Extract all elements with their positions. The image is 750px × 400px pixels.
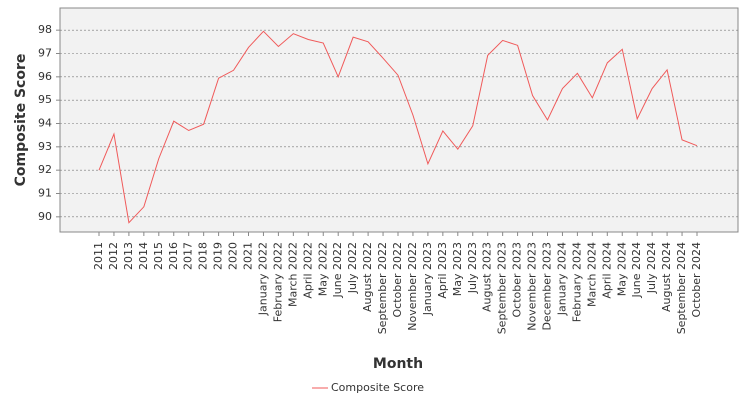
x-tick-label: June 2022 — [331, 242, 344, 298]
y-tick-label: 94 — [38, 117, 52, 130]
x-tick-label: 2015 — [152, 242, 165, 270]
x-tick-label: August 2023 — [481, 242, 494, 312]
y-tick-label: 91 — [38, 187, 52, 200]
x-tick-label: 2012 — [107, 242, 120, 270]
x-tick-label: April 2022 — [301, 242, 314, 299]
x-tick-label: 2019 — [212, 242, 225, 270]
x-tick-label: July 2022 — [346, 242, 359, 294]
y-axis-title: Composite Score — [13, 54, 29, 187]
x-tick-label: 2011 — [92, 242, 105, 270]
x-tick-label: May 2023 — [451, 242, 464, 296]
x-tick-label: December 2023 — [541, 242, 554, 331]
x-tick-label: February 2022 — [271, 242, 284, 322]
x-tick-label: July 2024 — [645, 242, 658, 294]
x-tick-label: September 2024 — [675, 242, 688, 334]
x-tick-label: January 2024 — [555, 242, 568, 316]
x-tick-label: November 2023 — [526, 242, 539, 331]
x-tick-label: 2020 — [227, 242, 240, 270]
x-tick-label: 2017 — [182, 242, 195, 270]
y-tick-label: 92 — [38, 163, 52, 176]
x-tick-label: January 2023 — [421, 242, 434, 316]
x-tick-label: January 2022 — [256, 242, 269, 316]
x-tick-label: November 2022 — [406, 242, 419, 331]
y-tick-label: 98 — [38, 23, 52, 36]
legend-label: Composite Score — [331, 381, 424, 394]
x-tick-label: May 2024 — [615, 242, 628, 296]
x-tick-label: April 2023 — [436, 242, 449, 299]
x-tick-label: July 2023 — [466, 242, 479, 294]
x-tick-label: 2016 — [167, 242, 180, 270]
x-tick-label: 2013 — [122, 242, 135, 270]
x-tick-label: September 2022 — [376, 242, 389, 334]
x-tick-label: May 2022 — [316, 242, 329, 296]
x-tick-label: October 2023 — [511, 242, 524, 318]
x-tick-label: 2018 — [197, 242, 210, 270]
x-tick-label: March 2024 — [585, 242, 598, 307]
plot-area — [59, 7, 739, 233]
x-tick-label: August 2024 — [660, 242, 673, 312]
data-line — [98, 30, 698, 224]
x-tick-label: April 2024 — [600, 242, 613, 299]
y-tick-label: 96 — [38, 70, 52, 83]
x-tick-label: September 2023 — [496, 242, 509, 334]
x-tick-label: 2014 — [137, 242, 150, 270]
x-tick-label: October 2022 — [391, 242, 404, 318]
x-tick-label: October 2024 — [690, 242, 703, 318]
y-tick-label: 95 — [38, 93, 52, 106]
x-tick-label: June 2024 — [630, 242, 643, 298]
x-tick-label: 2021 — [242, 242, 255, 270]
y-tick-label: 93 — [38, 140, 52, 153]
x-tick-label: March 2022 — [286, 242, 299, 307]
y-tick-label: 97 — [38, 47, 52, 60]
y-tick-label: 90 — [38, 210, 52, 223]
x-axis-title: Month — [373, 356, 423, 372]
x-tick-label: February 2024 — [570, 242, 583, 322]
x-tick-label: August 2022 — [361, 242, 374, 312]
